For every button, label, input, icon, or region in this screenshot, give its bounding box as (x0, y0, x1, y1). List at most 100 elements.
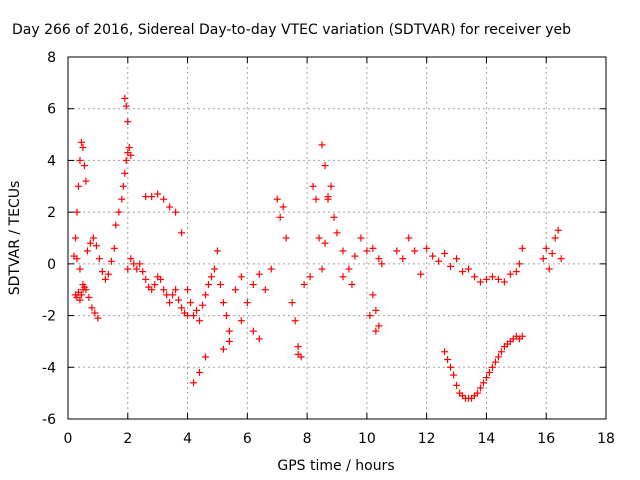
data-point (122, 156, 130, 164)
data-point (201, 353, 209, 361)
data-point (148, 193, 156, 201)
data-point (136, 260, 144, 268)
data-point (94, 314, 102, 322)
data-point (249, 327, 257, 335)
data-point (139, 268, 147, 276)
data-point (378, 260, 386, 268)
data-point (201, 291, 209, 299)
data-point (488, 273, 496, 281)
data-point (101, 275, 109, 283)
data-point (204, 281, 212, 289)
data-point (267, 265, 275, 273)
y-tick-label: -2 (42, 309, 56, 325)
data-points (70, 94, 565, 402)
data-point (453, 255, 461, 263)
data-point (429, 252, 437, 260)
data-point (133, 265, 141, 273)
data-point (80, 162, 88, 170)
plot-frame (67, 56, 607, 420)
data-point (104, 270, 112, 278)
x-tick-label: 10 (358, 431, 376, 447)
data-point (166, 203, 174, 211)
data-point (330, 213, 338, 221)
data-point (213, 247, 221, 255)
y-tick-label: 0 (47, 257, 56, 273)
data-point (476, 278, 484, 286)
data-point (77, 138, 85, 146)
data-point (151, 281, 159, 289)
data-point (92, 242, 100, 250)
data-point (423, 244, 431, 252)
data-point (210, 265, 218, 273)
data-point (160, 195, 168, 203)
data-point (225, 337, 233, 345)
data-point (122, 102, 130, 110)
grid-layer (68, 57, 606, 419)
data-point (279, 203, 287, 211)
data-point (542, 244, 550, 252)
data-point (411, 247, 419, 255)
data-point (393, 247, 401, 255)
data-point (124, 265, 132, 273)
data-point (231, 286, 239, 294)
data-point (465, 265, 473, 273)
data-point (309, 182, 317, 190)
data-point (473, 389, 481, 397)
data-point (193, 306, 201, 314)
data-point (110, 244, 118, 252)
data-point (73, 208, 81, 216)
data-point (491, 358, 499, 366)
data-point (178, 229, 186, 237)
data-point (184, 312, 192, 320)
data-point (300, 281, 308, 289)
data-point (249, 281, 257, 289)
data-point (243, 299, 251, 307)
data-point (494, 353, 502, 361)
data-point (76, 296, 84, 304)
data-point (125, 144, 133, 151)
data-point (76, 156, 84, 164)
data-point (178, 304, 186, 312)
y-tick-label: -6 (42, 412, 56, 428)
data-point (95, 255, 103, 263)
data-point (351, 252, 359, 260)
data-point (518, 244, 526, 252)
data-point (545, 265, 553, 273)
data-point (500, 278, 508, 286)
data-point (318, 141, 326, 149)
data-point (366, 312, 374, 320)
data-point (115, 208, 123, 216)
data-point (518, 332, 526, 340)
y-tick-label: 6 (47, 102, 56, 118)
data-point (261, 286, 269, 294)
chart-title: Day 266 of 2016, Sidereal Day-to-day VTE… (12, 22, 571, 38)
data-point (363, 247, 371, 255)
data-point (539, 255, 547, 263)
data-point (82, 286, 90, 294)
data-point (447, 363, 455, 371)
data-point (112, 221, 120, 229)
data-point (130, 260, 138, 268)
data-point (255, 270, 263, 278)
data-point (169, 291, 177, 299)
data-point (219, 345, 227, 353)
data-point (288, 299, 296, 307)
x-tick-label: 2 (123, 431, 132, 447)
data-point (476, 384, 484, 392)
data-point (79, 281, 87, 289)
data-point (219, 299, 227, 307)
data-point (441, 348, 449, 356)
data-point (348, 281, 356, 289)
data-point (79, 144, 87, 151)
y-tick-label: 4 (47, 153, 56, 169)
data-point (453, 381, 461, 389)
data-point (339, 247, 347, 255)
data-point (459, 268, 467, 276)
data-point (255, 335, 263, 343)
data-point (124, 118, 132, 126)
data-point (172, 286, 180, 294)
data-point (441, 250, 449, 258)
data-point (306, 273, 314, 281)
data-point (345, 265, 353, 273)
data-point (82, 177, 90, 185)
